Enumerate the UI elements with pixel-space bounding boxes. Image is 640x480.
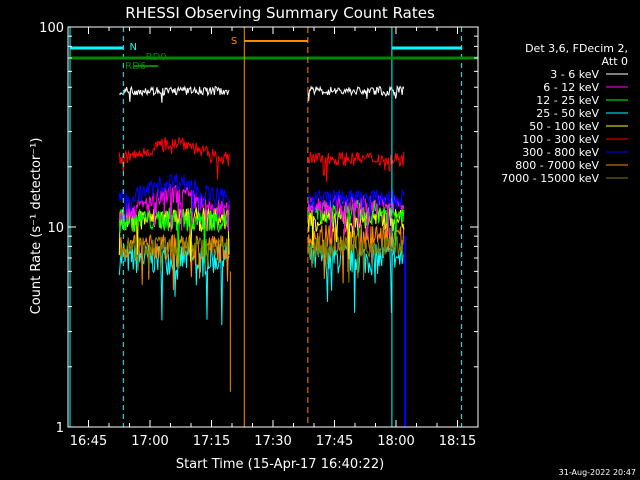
x-tick-label: 17:15 bbox=[193, 434, 230, 449]
x-tick-label: 17:45 bbox=[316, 434, 353, 449]
legend-entry-label: 100 - 300 keV bbox=[522, 133, 599, 146]
legend-entry-label: 7000 - 15000 keV bbox=[501, 172, 599, 185]
annotation-label: RD0 bbox=[146, 52, 167, 63]
annotation-label: RD6 bbox=[125, 61, 146, 72]
series-7000-15000-kev bbox=[118, 236, 405, 283]
x-tick-label: 16:45 bbox=[70, 434, 107, 449]
legend-header: Att 0 bbox=[602, 55, 628, 68]
legend-entry-label: 300 - 800 keV bbox=[522, 146, 599, 159]
series-trace bbox=[118, 207, 230, 262]
y-tick-label: 1 bbox=[56, 421, 64, 436]
series-100-300-kev bbox=[118, 136, 405, 183]
legend-entry-label: 25 - 50 keV bbox=[536, 107, 599, 120]
legend-entry-label: 50 - 100 keV bbox=[529, 120, 599, 133]
annotation-label: N bbox=[130, 42, 137, 53]
x-tick-label: 18:15 bbox=[439, 434, 476, 449]
annotation-label: S bbox=[231, 36, 237, 47]
x-tick-label: 17:00 bbox=[131, 434, 168, 449]
series-trace bbox=[118, 85, 230, 103]
series-trace bbox=[118, 173, 230, 222]
series-trace bbox=[307, 243, 404, 314]
series-trace bbox=[118, 206, 230, 264]
legend-entry-label: 3 - 6 keV bbox=[550, 68, 599, 81]
y-axis-label: Count Rate (s⁻¹ detector⁻¹) bbox=[29, 138, 44, 315]
series-6-12-kev bbox=[118, 183, 405, 240]
plot-frame bbox=[67, 26, 479, 428]
x-tick-label: 17:30 bbox=[254, 434, 291, 449]
series-trace bbox=[307, 85, 405, 102]
series-trace bbox=[307, 194, 405, 240]
x-axis-label: Start Time (15-Apr-17 16:40:22) bbox=[176, 457, 384, 472]
series-300-800-kev bbox=[118, 173, 405, 222]
axes: 16:45 17:00 17:15 17:30 17:45 18:00 18:15 1 10 10… bbox=[39, 21, 479, 449]
x-tick-label: 18:00 bbox=[377, 434, 414, 449]
legend-header: Det 3,6, FDecim 2, bbox=[525, 42, 628, 55]
series-trace bbox=[118, 183, 230, 233]
series-trace bbox=[118, 236, 230, 272]
series-trace bbox=[118, 136, 230, 180]
series-trace bbox=[307, 150, 405, 183]
plot-area bbox=[118, 85, 407, 427]
y-tick-label: 10 bbox=[47, 221, 64, 236]
legend-entry-label: 6 - 12 keV bbox=[543, 81, 599, 94]
y-tick-label: 100 bbox=[39, 21, 64, 36]
series-trace bbox=[307, 188, 405, 221]
legend-entry-label: 12 - 25 keV bbox=[536, 94, 599, 107]
legend-entry-label: 800 - 7000 keV bbox=[515, 159, 599, 172]
series-trace bbox=[307, 236, 405, 283]
chart-title: RHESSI Observing Summary Count Rates bbox=[125, 4, 435, 22]
series-3-6-kev bbox=[118, 85, 405, 103]
footer-timestamp: 31-Aug-2022 20:47 bbox=[559, 468, 636, 477]
